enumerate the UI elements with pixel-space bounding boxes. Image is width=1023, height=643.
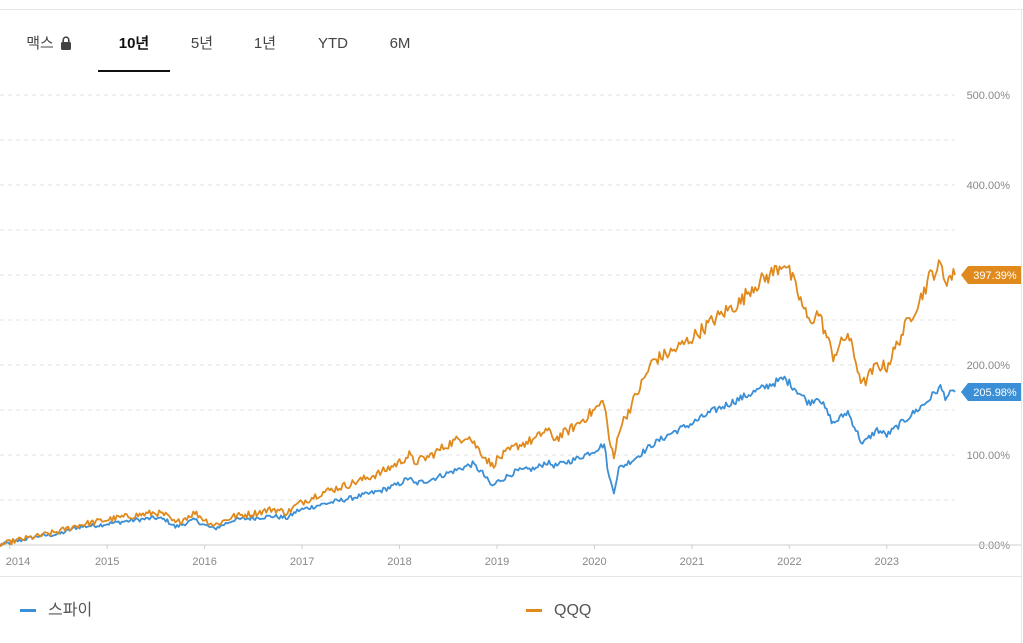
x-tick-label: 2018 [387, 556, 411, 568]
tab-5y[interactable]: 5년 [182, 22, 222, 70]
tab-10y[interactable]: 10년 [98, 22, 170, 72]
legend-divider [0, 576, 1021, 577]
legend-label-spy: 스파이 [48, 602, 93, 619]
frame-right-border [1021, 9, 1022, 643]
y-tick-label: 400.00% [967, 180, 1011, 192]
tab-5y-label: 5년 [190, 35, 214, 52]
tab-1y-label: 1년 [253, 35, 277, 52]
x-tick-label: 2019 [485, 556, 509, 568]
x-tick-label: 2020 [582, 556, 606, 568]
y-tick-label: 100.00% [967, 450, 1011, 462]
series-line-0 [0, 375, 956, 547]
x-tick-label: 2015 [95, 556, 119, 568]
lock-icon [60, 36, 71, 50]
x-tick-label: 2021 [680, 556, 704, 568]
x-tick-label: 2014 [6, 556, 30, 568]
performance-chart: 500.00%400.00%300.00%200.00%100.00%0.00%… [0, 90, 1021, 568]
legend-item-qqq[interactable]: QQQ [526, 598, 591, 624]
frame-top-border [0, 9, 1023, 10]
legend-swatch-qqq [526, 609, 542, 613]
tab-6m-label: 6M [389, 35, 411, 52]
legend-swatch-spy [20, 609, 36, 613]
x-tick-label: 2017 [290, 556, 314, 568]
x-tick-label: 2016 [192, 556, 216, 568]
tab-1y[interactable]: 1년 [245, 22, 285, 70]
end-value-label: 205.98% [973, 387, 1017, 399]
y-tick-label: 500.00% [967, 90, 1011, 102]
legend-item-spy[interactable]: 스파이 [20, 598, 92, 624]
legend-label-qqq: QQQ [554, 602, 592, 619]
tab-max-label: 맥스 [26, 35, 54, 52]
end-value-badge [961, 383, 1021, 401]
tab-max[interactable]: 맥스 [14, 22, 84, 70]
series-line-1 [0, 259, 956, 548]
x-tick-label: 2022 [777, 556, 801, 568]
tab-ytd-label: YTD [318, 35, 348, 52]
tab-6m[interactable]: 6M [380, 22, 420, 70]
end-value-label: 397.39% [973, 270, 1017, 282]
tab-10y-label: 10년 [118, 35, 150, 52]
end-value-badge [961, 266, 1021, 284]
tab-ytd[interactable]: YTD [310, 22, 356, 70]
y-tick-label: 0.00% [979, 540, 1010, 552]
x-tick-label: 2023 [875, 556, 899, 568]
y-tick-label: 200.00% [967, 360, 1011, 372]
range-tabs: 맥스 10년 5년 1년 YTD 6M [0, 22, 1023, 72]
